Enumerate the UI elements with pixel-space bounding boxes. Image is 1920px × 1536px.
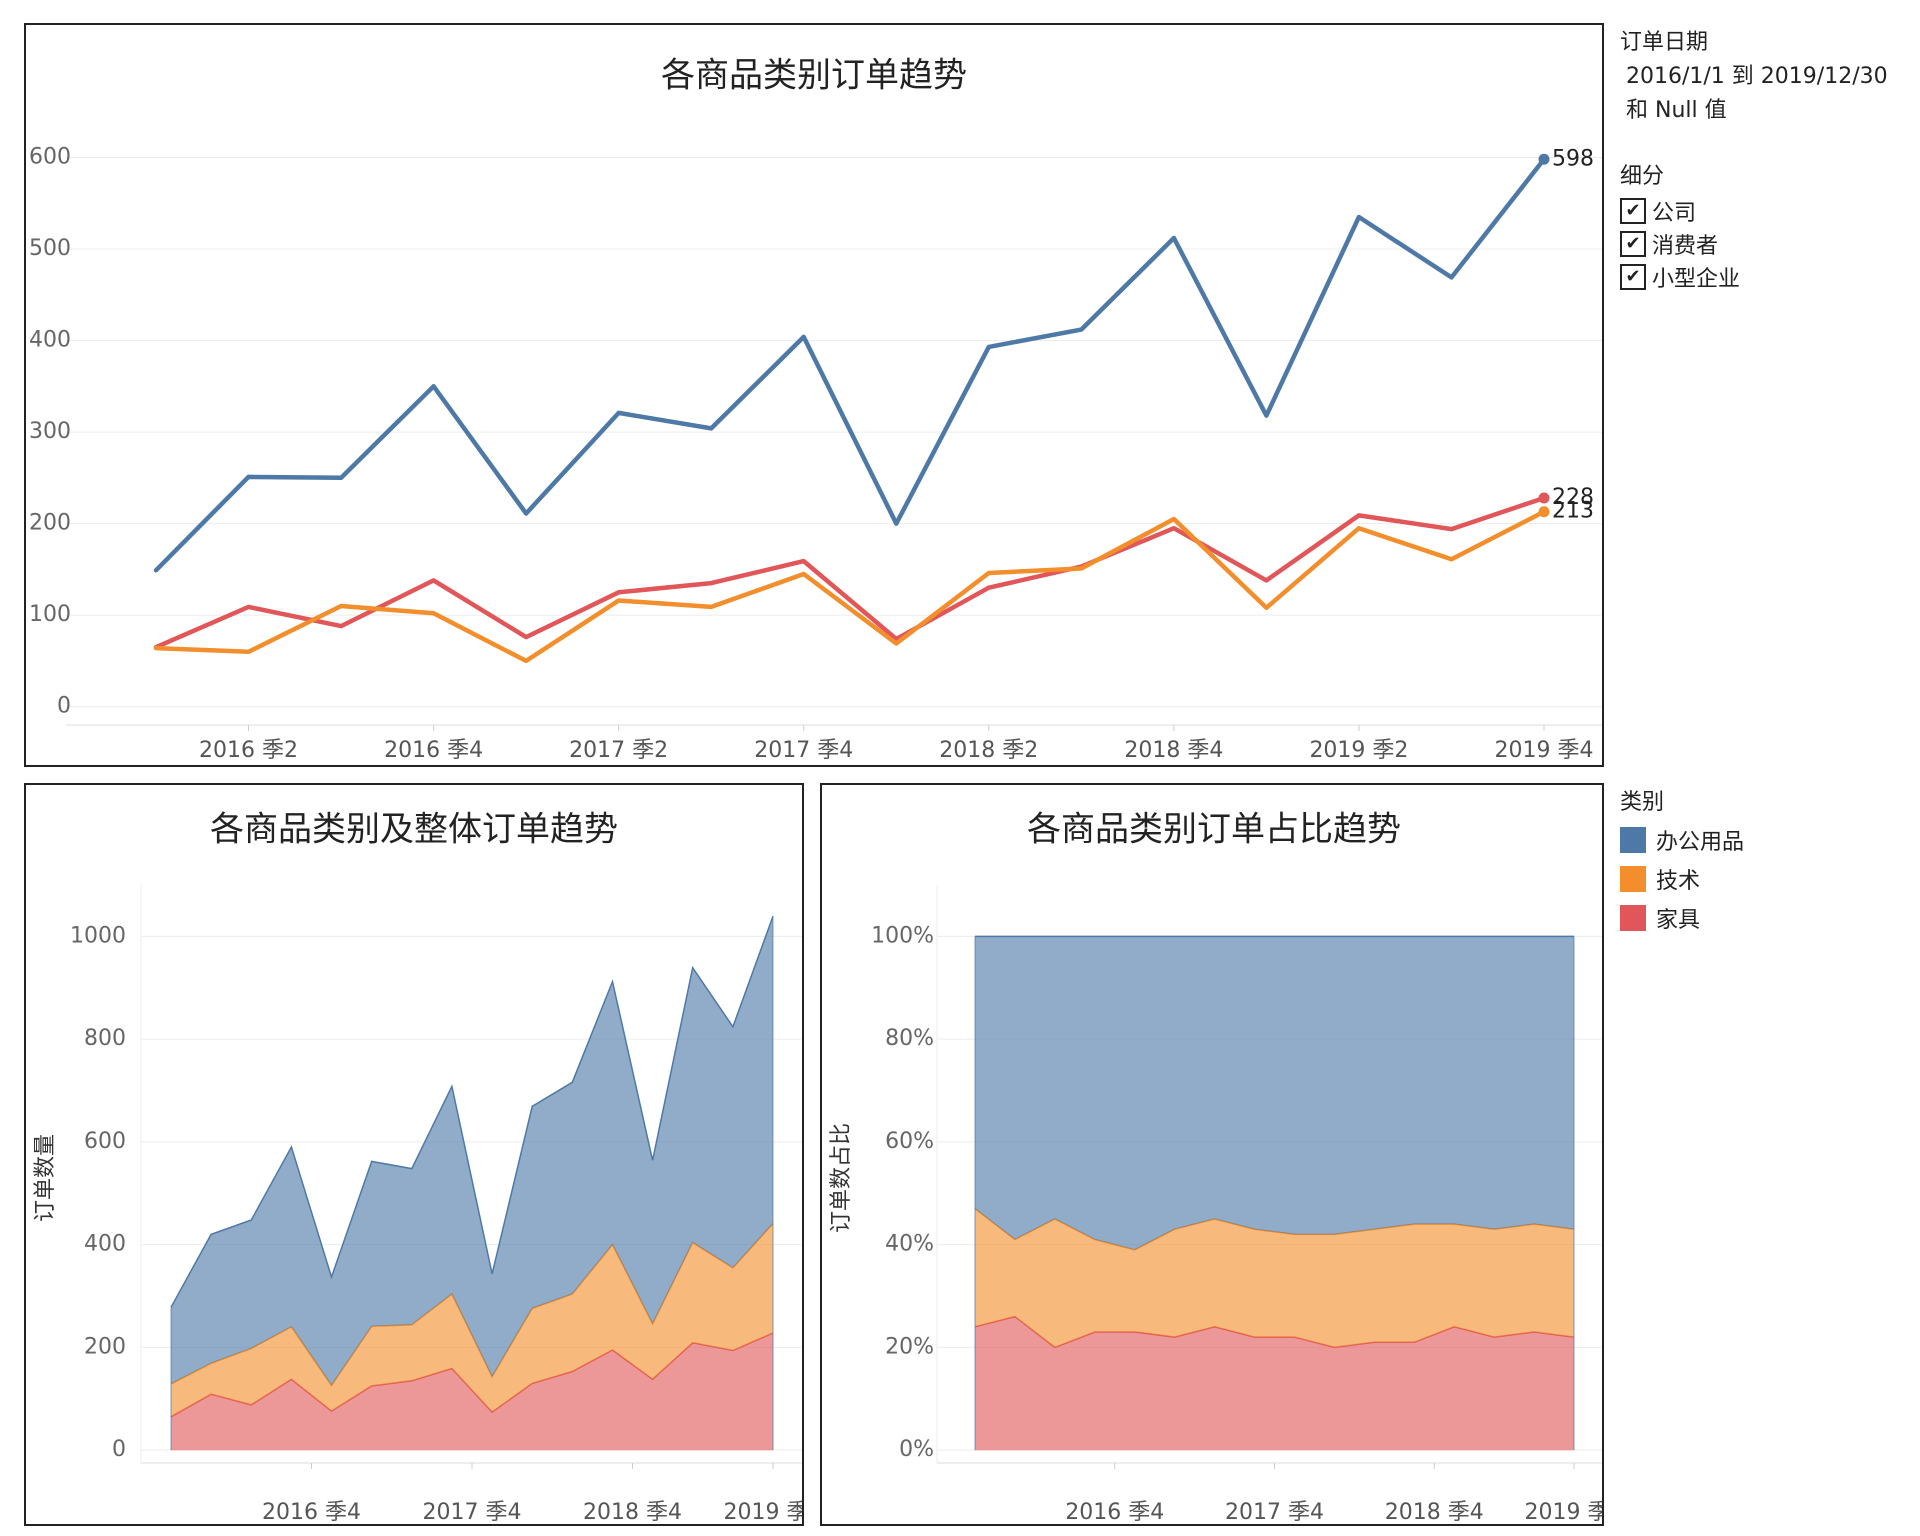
area-band-0: [975, 1316, 1574, 1451]
date-filter-title: 订单日期: [1620, 30, 1709, 55]
segment-label: 消费者: [1652, 233, 1719, 259]
series-line-1: [153, 495, 1547, 650]
x-tick-label: 2017 季4: [1225, 1500, 1324, 1524]
chart-title: 各商品类别及整体订单趋势: [210, 810, 618, 850]
x-tick-label: 2016 季4: [262, 1500, 361, 1524]
y-tick-label: 0: [112, 1437, 126, 1462]
legend-label: 家具: [1656, 907, 1701, 933]
y-tick-label: 200: [29, 511, 71, 536]
x-tick-label: 2017 季4: [754, 738, 853, 763]
y-tick-label: 20%: [885, 1334, 934, 1359]
series-end-label: 213: [1552, 499, 1594, 524]
x-tick-label: 2017 季4: [423, 1500, 522, 1524]
category-legend: 类别 办公用品 技术 家具: [1620, 786, 1920, 937]
x-tick-label: 2018 季4: [1385, 1500, 1484, 1524]
y-tick-label: 500: [29, 236, 71, 261]
series-end-label: 228: [1552, 485, 1594, 510]
segment-filter: 细分 ✔ 公司 ✔ 消费者 ✔ 小型企业: [1620, 160, 1920, 293]
chart-title: 各商品类别订单趋势: [661, 56, 967, 96]
line-chart: 各商品类别订单趋势 0 100 200 300 400 500 600 2016 季2 2016 …: [29, 56, 1602, 763]
segment-checkbox-company[interactable]: ✔ 公司: [1620, 194, 1920, 227]
date-filter-range[interactable]: 2016/1/1 到 2019/12/30: [1626, 64, 1888, 89]
x-tick-label: 2018 季4: [1124, 738, 1223, 763]
segment-checkbox-small-business[interactable]: ✔ 小型企业: [1620, 260, 1920, 293]
legend-item-office[interactable]: 办公用品: [1620, 820, 1920, 859]
legend-item-technology[interactable]: 技术: [1620, 859, 1920, 898]
series-line-0: [153, 157, 1547, 573]
segment-checkbox-consumer[interactable]: ✔ 消费者: [1620, 227, 1920, 260]
check-icon[interactable]: ✔: [1620, 263, 1646, 290]
series-end-point: [1538, 506, 1550, 518]
y-tick-label: 0: [57, 694, 71, 719]
x-tick-label: 2019 季4: [1495, 738, 1594, 763]
stacked-area-chart-panel: 各商品类别及整体订单趋势 0 200 400 600 800 1000 订单数量 2016 季4…: [24, 783, 804, 1526]
x-tick-label: 2018 季2: [939, 738, 1038, 763]
x-tick-label: 2019 季2: [1309, 738, 1408, 763]
percent-area-chart: 各商品类别订单占比趋势 0% 20% 40% 60% 80% 100% 订单数占比 2016 季…: [829, 810, 1602, 1524]
series-end-label: 598: [1552, 146, 1594, 171]
y-tick-label: 40%: [885, 1232, 934, 1257]
area-band-2: [975, 936, 1574, 1250]
y-tick-label: 200: [84, 1334, 126, 1359]
x-tick-label: 2019 季4: [724, 1500, 802, 1524]
stacked-area-chart: 各商品类别及整体订单趋势 0 200 400 600 800 1000 订单数量 2016 季4…: [33, 810, 802, 1524]
line-chart-panel: 各商品类别订单趋势 0 100 200 300 400 500 600 2016 季2 2016 …: [24, 23, 1604, 767]
series-end-point: [1538, 153, 1550, 165]
legend-item-furniture[interactable]: 家具: [1620, 898, 1920, 937]
y-tick-label: 80%: [885, 1026, 934, 1051]
y-tick-label: 600: [29, 144, 71, 169]
y-tick-label: 400: [84, 1232, 126, 1257]
x-tick-label: 2016 季4: [1065, 1500, 1164, 1524]
y-tick-label: 300: [29, 419, 71, 444]
segment-label: 小型企业: [1652, 266, 1741, 292]
x-tick-label: 2019 季4: [1525, 1500, 1602, 1524]
segment-label: 公司: [1652, 200, 1697, 226]
y-tick-label: 100: [29, 602, 71, 627]
x-tick-label: 2016 季2: [199, 738, 298, 763]
y-tick-label: 400: [29, 328, 71, 353]
legend-label: 办公用品: [1656, 829, 1745, 855]
area-edge-1: [974, 1208, 1575, 1251]
area-band-1: [171, 1223, 773, 1417]
area-edge-2: [170, 916, 774, 1308]
y-tick-label: 100%: [871, 923, 934, 948]
chart-title: 各商品类别订单占比趋势: [1027, 810, 1401, 850]
x-tick-label: 2018 季4: [583, 1500, 682, 1524]
percent-area-chart-panel: 各商品类别订单占比趋势 0% 20% 40% 60% 80% 100% 订单数占比 2016 季…: [820, 783, 1604, 1526]
check-icon[interactable]: ✔: [1620, 197, 1646, 224]
y-tick-label: 0%: [899, 1437, 934, 1462]
date-filter[interactable]: 订单日期 2016/1/1 到 2019/12/30 和 Null 值: [1620, 26, 1920, 128]
y-tick-label: 600: [84, 1129, 126, 1154]
area-band-2: [171, 916, 773, 1386]
series-end-point: [1538, 492, 1550, 504]
area-band-1: [975, 1208, 1574, 1348]
area-band-0: [171, 1333, 773, 1451]
legend-swatch: [1620, 826, 1646, 853]
x-tick-label: 2017 季2: [569, 738, 668, 763]
y-tick-label: 800: [84, 1026, 126, 1051]
x-tick-label: 2016 季4: [384, 738, 483, 763]
legend-label: 技术: [1656, 868, 1701, 894]
y-tick-label: 1000: [70, 923, 126, 948]
series-line-2: [153, 509, 1547, 664]
legend-swatch: [1620, 904, 1646, 931]
category-legend-title: 类别: [1620, 790, 1665, 815]
y-axis-title: 订单数量: [33, 1134, 58, 1222]
date-filter-null[interactable]: 和 Null 值: [1626, 98, 1727, 123]
legend-swatch: [1620, 865, 1646, 892]
check-icon[interactable]: ✔: [1620, 230, 1646, 257]
y-axis-title: 订单数占比: [829, 1123, 854, 1233]
segment-filter-title: 细分: [1620, 164, 1665, 189]
y-tick-label: 60%: [885, 1129, 934, 1154]
